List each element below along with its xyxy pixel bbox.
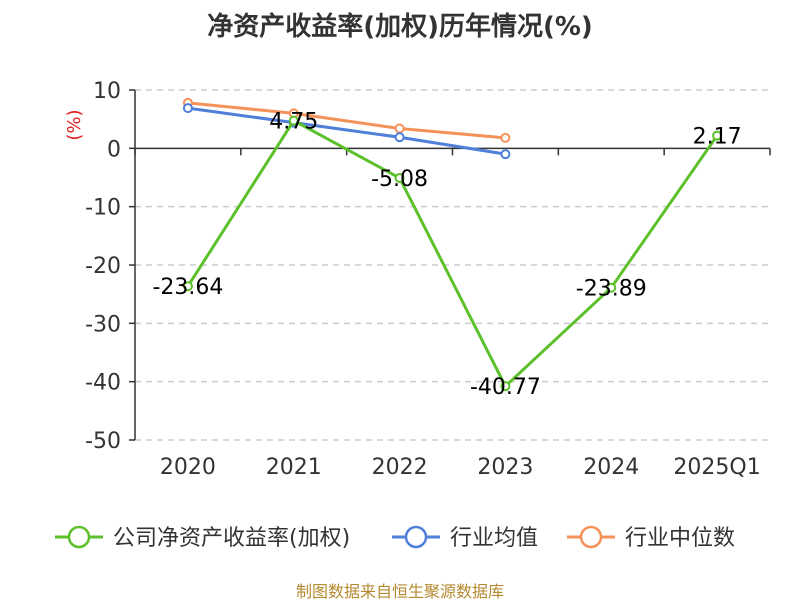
y-tick-label: -50 (85, 429, 121, 454)
legend-swatch-marker (67, 525, 91, 549)
series-line (187, 106, 506, 156)
gridlines (135, 89, 770, 441)
y-tick-label: -30 (85, 312, 121, 337)
data-label: -40.77 (470, 375, 541, 400)
legend-swatch-marker (579, 525, 603, 549)
data-point (712, 130, 723, 141)
data-point (394, 123, 405, 134)
data-label: 2.17 (693, 125, 742, 150)
series-line (187, 101, 506, 140)
y-tick-label: 0 (107, 137, 121, 162)
legend-item-label: 行业均值 (450, 526, 538, 551)
legend-item-label: 行业中位数 (625, 526, 735, 551)
x-tick-label: 2025Q1 (673, 455, 760, 480)
x-tick-label: 2021 (266, 455, 322, 480)
x-tick-label: 2023 (477, 455, 533, 480)
chart-title: 净资产收益率(加权)历年情况(%) (207, 12, 593, 42)
data-point (288, 115, 299, 126)
data-point (394, 172, 405, 183)
y-tick-label: -10 (85, 196, 121, 221)
legend-swatch-marker (404, 525, 428, 549)
x-tick-label: 2024 (583, 455, 639, 480)
y-tick-label: 10 (93, 79, 121, 104)
data-point (500, 149, 511, 160)
source-footer: 制图数据来自恒生聚源数据库 (295, 582, 504, 601)
data-label: -5.08 (371, 167, 428, 192)
data-label: -23.89 (576, 277, 647, 302)
legend-item-label: 公司净资产收益率(加权) (113, 526, 350, 551)
y-tick-label: -40 (85, 371, 121, 396)
y-tick-label: -20 (85, 254, 121, 279)
data-point (500, 381, 511, 392)
series-group (182, 97, 723, 392)
legend: 公司净资产收益率(加权) 行业均值 行业中位数 (55, 525, 735, 551)
data-point (182, 103, 193, 114)
data-point (606, 282, 617, 293)
data-labels: -23.64 4.75 -5.08 -40.77 -23.89 2.17 (152, 110, 741, 401)
data-point (394, 132, 405, 143)
x-tick-label: 2022 (372, 455, 428, 480)
data-point (182, 281, 193, 292)
data-point (500, 132, 511, 143)
axes: 10 0 -10 -20 -30 -40 -50 (%) 2020 2021 2022 2023 202… (64, 79, 771, 480)
y-axis-label: (%) (64, 109, 85, 140)
x-tick-label: 2020 (160, 455, 216, 480)
data-label: 4.75 (269, 110, 318, 135)
data-label: -23.64 (152, 275, 223, 300)
series-line (186, 118, 719, 389)
